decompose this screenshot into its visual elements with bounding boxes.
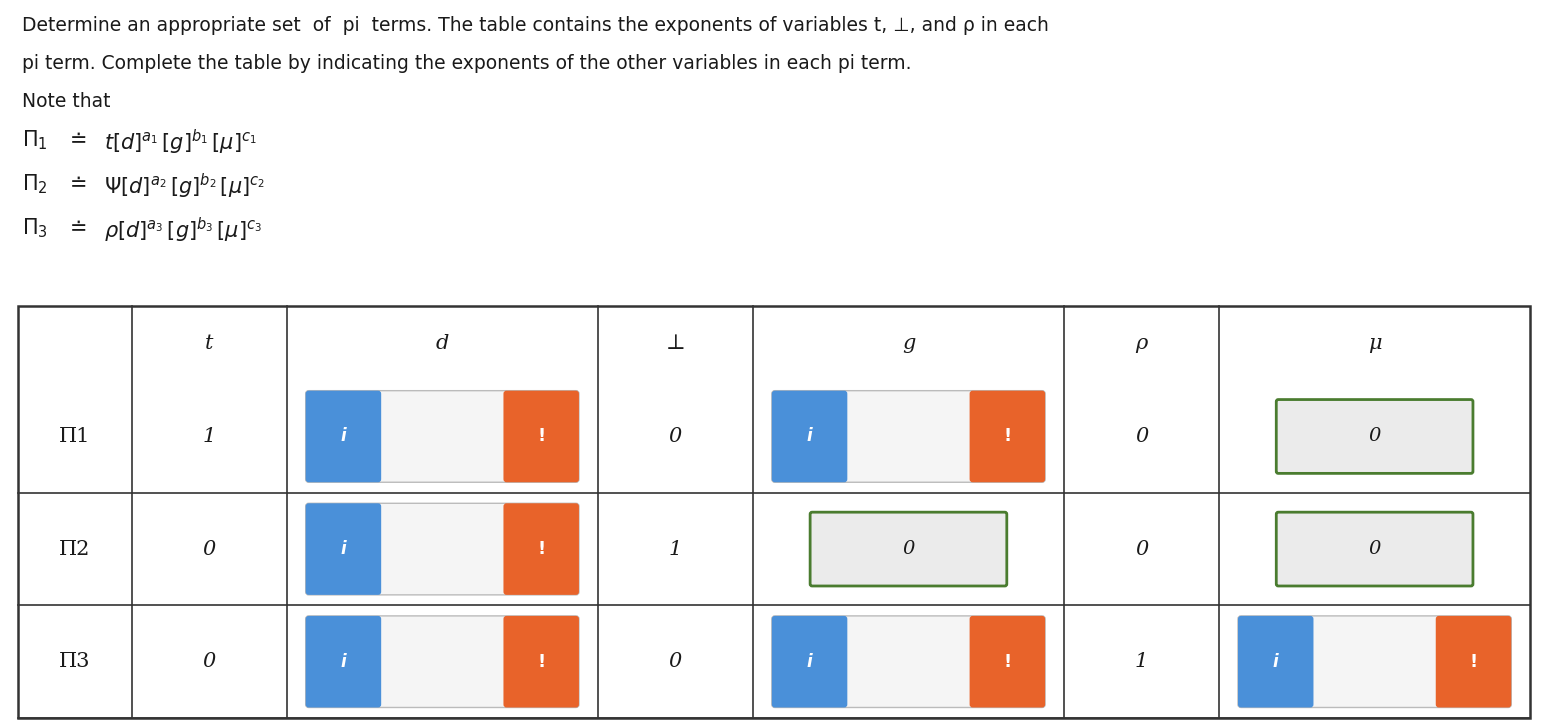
Text: Π2: Π2 — [59, 539, 91, 558]
Text: 0: 0 — [902, 540, 914, 558]
FancyBboxPatch shape — [306, 391, 381, 482]
Text: 0: 0 — [1368, 540, 1380, 558]
Text: $\rho[d]^{a_3}\,[g]^{b_3}\,[\mu]^{c_3}$: $\rho[d]^{a_3}\,[g]^{b_3}\,[\mu]^{c_3}$ — [103, 216, 262, 245]
FancyBboxPatch shape — [1277, 512, 1473, 586]
Text: pi term. Complete the table by indicating the exponents of the other variables i: pi term. Complete the table by indicatin… — [22, 54, 911, 73]
Text: Note that: Note that — [22, 92, 111, 111]
Text: !: ! — [1004, 653, 1011, 671]
Text: !: ! — [1004, 428, 1011, 446]
Text: 0: 0 — [1135, 427, 1149, 446]
Text: $\Pi_1$: $\Pi_1$ — [22, 128, 48, 152]
Text: 1: 1 — [669, 539, 682, 558]
FancyBboxPatch shape — [772, 616, 848, 707]
Text: Π1: Π1 — [59, 427, 91, 446]
Text: 0: 0 — [202, 539, 216, 558]
Text: $t[d]^{a_1}\,[g]^{b_1}\,[\mu]^{c_1}$: $t[d]^{a_1}\,[g]^{b_1}\,[\mu]^{c_1}$ — [103, 128, 256, 158]
FancyBboxPatch shape — [772, 391, 1045, 482]
Bar — [19, 306, 1530, 718]
Text: 0: 0 — [202, 652, 216, 672]
FancyBboxPatch shape — [306, 503, 579, 595]
Text: 1: 1 — [202, 427, 216, 446]
FancyBboxPatch shape — [306, 616, 381, 707]
Text: μ: μ — [1368, 333, 1382, 353]
FancyBboxPatch shape — [306, 391, 579, 482]
Text: 0: 0 — [1135, 539, 1149, 558]
FancyBboxPatch shape — [811, 512, 1007, 586]
Text: 0: 0 — [669, 427, 682, 446]
FancyBboxPatch shape — [503, 391, 579, 482]
Text: i: i — [1272, 653, 1278, 671]
FancyBboxPatch shape — [1277, 399, 1473, 473]
Text: i: i — [341, 428, 346, 446]
Text: !: ! — [1470, 653, 1478, 671]
Text: !: ! — [537, 540, 545, 558]
Text: !: ! — [537, 428, 545, 446]
Text: Π3: Π3 — [59, 652, 91, 672]
Text: d: d — [435, 333, 449, 353]
FancyBboxPatch shape — [503, 616, 579, 707]
Text: i: i — [341, 540, 346, 558]
Text: 0: 0 — [669, 652, 682, 672]
Text: $\;\doteq\;$: $\;\doteq\;$ — [60, 216, 86, 236]
Text: Determine an appropriate set  of  pi  terms. The table contains the exponents of: Determine an appropriate set of pi terms… — [22, 16, 1048, 35]
Text: ⊥: ⊥ — [665, 333, 686, 353]
Text: $\;\doteq\;$: $\;\doteq\;$ — [60, 128, 86, 148]
FancyBboxPatch shape — [306, 503, 381, 595]
Text: $\;\doteq\;$: $\;\doteq\;$ — [60, 172, 86, 192]
Text: $\Psi[d]^{a_2}\,[g]^{b_2}\,[\mu]^{c_2}$: $\Psi[d]^{a_2}\,[g]^{b_2}\,[\mu]^{c_2}$ — [103, 172, 266, 201]
FancyBboxPatch shape — [772, 616, 1045, 707]
Text: i: i — [341, 653, 346, 671]
Text: g: g — [902, 333, 916, 353]
Text: 0: 0 — [1368, 428, 1380, 446]
Text: i: i — [806, 653, 812, 671]
Text: t: t — [205, 333, 213, 353]
Text: ρ: ρ — [1135, 333, 1147, 353]
FancyBboxPatch shape — [1436, 616, 1512, 707]
Text: !: ! — [537, 653, 545, 671]
Text: 1: 1 — [1135, 652, 1149, 672]
FancyBboxPatch shape — [1238, 616, 1314, 707]
FancyBboxPatch shape — [503, 503, 579, 595]
Text: $\Pi_2$: $\Pi_2$ — [22, 172, 48, 195]
FancyBboxPatch shape — [1238, 616, 1512, 707]
FancyBboxPatch shape — [970, 616, 1045, 707]
FancyBboxPatch shape — [772, 391, 848, 482]
Text: $\Pi_3$: $\Pi_3$ — [22, 216, 48, 240]
FancyBboxPatch shape — [306, 616, 579, 707]
Text: i: i — [806, 428, 812, 446]
FancyBboxPatch shape — [970, 391, 1045, 482]
